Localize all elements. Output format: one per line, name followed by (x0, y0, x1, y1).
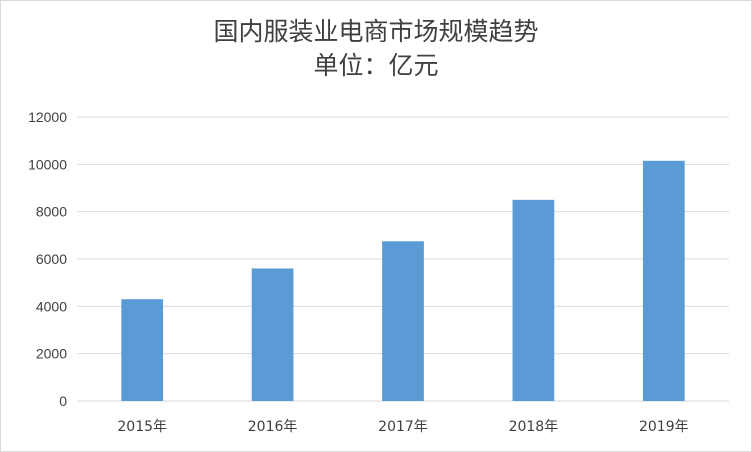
x-category-label: 2016年 (248, 419, 298, 435)
y-tick-label: 4000 (36, 298, 67, 314)
bar (382, 241, 424, 401)
x-category-label: 2015年 (117, 419, 167, 435)
x-category-label: 2017年 (378, 419, 428, 435)
y-tick-label: 6000 (36, 251, 67, 267)
y-tick-label: 0 (59, 393, 67, 409)
bar (121, 299, 164, 401)
chart-title: 国内服装业电商市场规模趋势 (213, 17, 539, 46)
x-category-label: 2019年 (639, 419, 689, 435)
y-tick-label: 10000 (28, 156, 67, 172)
chart-subtitle: 单位：亿元 (313, 51, 439, 80)
y-tick-label: 12000 (28, 109, 67, 125)
chart-title-block: 国内服装业电商市场规模趋势 单位：亿元 (1, 15, 751, 83)
x-category-label: 2018年 (509, 419, 559, 435)
y-tick-label: 8000 (36, 204, 67, 220)
bar (512, 199, 555, 401)
bar (642, 160, 685, 401)
bar (251, 268, 294, 401)
y-tick-label: 2000 (36, 346, 67, 362)
